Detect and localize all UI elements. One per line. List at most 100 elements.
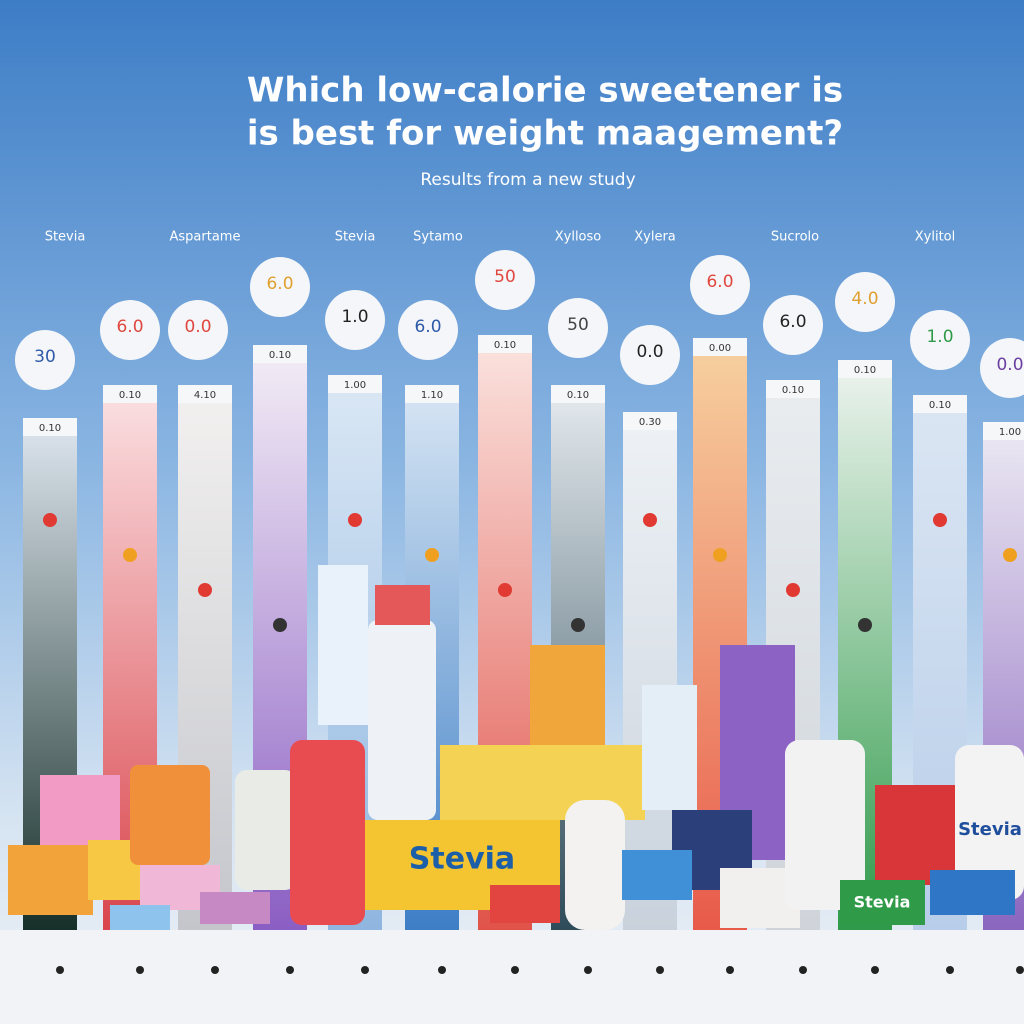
bubble-value: 6.0 — [266, 274, 293, 294]
bubble-value: 50 — [567, 315, 589, 335]
bottle — [955, 745, 1024, 900]
berry — [1003, 548, 1017, 562]
column-top-label: 4.10 — [194, 390, 216, 401]
bubble — [620, 325, 680, 385]
column-cap — [178, 385, 232, 403]
jar — [130, 765, 210, 865]
berry — [425, 548, 439, 562]
floor-dot — [1016, 966, 1024, 974]
column-top-label: 0.00 — [709, 343, 731, 354]
floor-dot — [211, 966, 219, 974]
floor-dot — [56, 966, 64, 974]
floor-dot — [656, 966, 664, 974]
bubble-value: 1.0 — [926, 327, 953, 347]
berry — [43, 513, 57, 527]
floor-dot — [584, 966, 592, 974]
column-top-label: 0.10 — [269, 350, 291, 361]
bubble-value: 30 — [34, 347, 56, 367]
bubble — [548, 298, 608, 358]
bubble-value: 6.0 — [706, 272, 733, 292]
berry — [933, 513, 947, 527]
column-cap — [405, 385, 459, 403]
bubble-value: 6.0 — [414, 317, 441, 337]
bubble — [690, 255, 750, 315]
floor-dot — [361, 966, 369, 974]
column-top-label: 0.30 — [639, 417, 661, 428]
candy — [110, 905, 170, 930]
column — [623, 412, 677, 930]
brand: Stevia — [409, 842, 515, 877]
bubble — [250, 257, 310, 317]
bubble-value: 1.0 — [341, 307, 368, 327]
column-cap — [693, 338, 747, 356]
bubble — [475, 250, 535, 310]
column-cap — [478, 335, 532, 353]
column-cap — [23, 418, 77, 436]
floor-dot — [726, 966, 734, 974]
floor-dot — [871, 966, 879, 974]
packet — [530, 645, 605, 745]
bubble — [980, 338, 1024, 398]
column-name: Stevia — [335, 230, 376, 245]
column-cap — [253, 345, 307, 363]
column-cap — [103, 385, 157, 403]
packet — [875, 785, 960, 885]
column-cap — [328, 375, 382, 393]
berry — [273, 618, 287, 632]
packet — [40, 775, 120, 845]
floor-dot — [136, 966, 144, 974]
bubble-value: 0.0 — [184, 317, 211, 337]
packet — [8, 845, 93, 915]
bottle — [368, 620, 436, 820]
column-top-label: 0.10 — [567, 390, 589, 401]
berry — [786, 583, 800, 597]
column-name: Stevia — [45, 230, 86, 245]
brand: Stevia — [854, 893, 911, 912]
bubble-value: 50 — [494, 267, 516, 287]
bubble — [910, 310, 970, 370]
column-cap — [913, 395, 967, 413]
bubble-value: 0.0 — [636, 342, 663, 362]
tube — [642, 685, 697, 810]
title-line: is best for weight maagement? — [247, 114, 843, 154]
berry — [713, 548, 727, 562]
berry — [571, 618, 585, 632]
column-top-label: 0.10 — [39, 423, 61, 434]
title-line: Which low-calorie sweetener is — [247, 71, 843, 111]
column-top-label: 0.10 — [929, 400, 951, 411]
column-cap — [838, 360, 892, 378]
berry — [348, 513, 362, 527]
column-top-label: 1.10 — [421, 390, 443, 401]
berry — [198, 583, 212, 597]
column-top-label: 0.10 — [119, 390, 141, 401]
column-cap — [551, 385, 605, 403]
bubble-value: 4.0 — [851, 289, 878, 309]
bottle — [785, 740, 865, 910]
column-cap — [766, 380, 820, 398]
bubble — [15, 330, 75, 390]
column-cap — [623, 412, 677, 430]
column-top-label: 0.10 — [782, 385, 804, 396]
bottle — [290, 740, 365, 925]
column-name: Sucrolo — [771, 230, 819, 245]
berry — [643, 513, 657, 527]
berry — [123, 548, 137, 562]
candy — [200, 892, 270, 924]
bubble — [100, 300, 160, 360]
bubble — [763, 295, 823, 355]
bubble — [398, 300, 458, 360]
column-top-label: 0.10 — [854, 365, 876, 376]
floor-dot — [511, 966, 519, 974]
column-name: Xylloso — [555, 230, 602, 245]
column-name: Aspartame — [170, 230, 241, 245]
products: Stevia Stevia Stevia — [8, 565, 1024, 930]
column-name: Sytamo — [413, 230, 463, 245]
bubble-value: 6.0 — [779, 312, 806, 332]
brand: Stevia — [958, 819, 1022, 840]
candy — [490, 885, 560, 923]
tube — [318, 565, 368, 725]
bubble — [835, 272, 895, 332]
packet — [840, 880, 925, 925]
column-top-label: 0.10 — [494, 340, 516, 351]
